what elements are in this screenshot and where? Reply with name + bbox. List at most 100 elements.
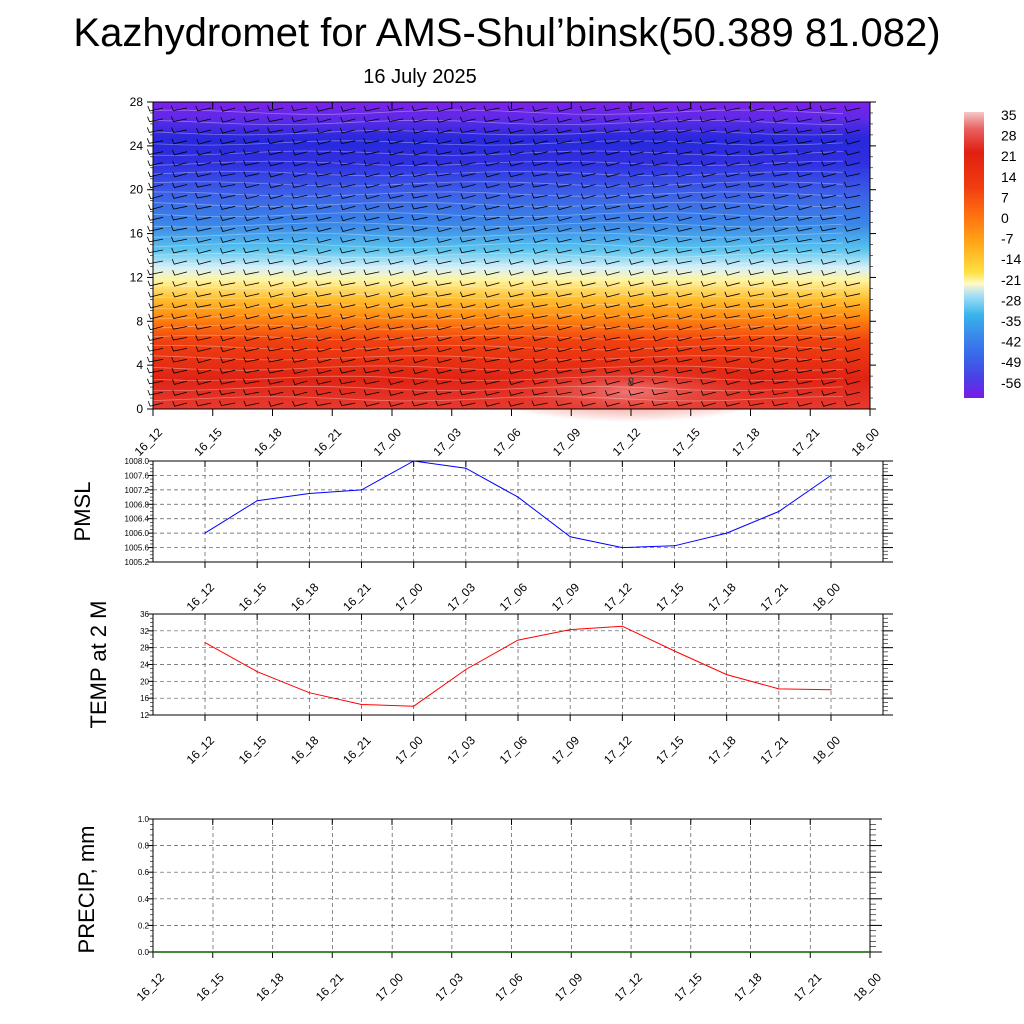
wind-barb [820, 313, 837, 319]
wind-barb [267, 367, 284, 374]
wind-barb [387, 247, 404, 254]
y-tick-label: 0 [136, 402, 143, 416]
wind-barb [675, 127, 692, 134]
wind-barb [172, 182, 188, 189]
contour-line [152, 396, 844, 402]
wind-barb [171, 324, 188, 330]
wind-barb [556, 346, 572, 353]
wind-barb [699, 247, 716, 254]
colorbar-label: -14 [1001, 251, 1021, 267]
x-tick-label: 17_03 [444, 580, 478, 614]
wind-barb [507, 116, 524, 123]
wind-barb [459, 236, 476, 243]
wind-barb [484, 291, 500, 298]
contour-line [152, 222, 844, 228]
wind-barb [652, 237, 668, 243]
wind-barb [508, 270, 524, 276]
wind-barb [459, 389, 476, 396]
wind-barb [483, 247, 500, 254]
wind-barb [748, 379, 764, 385]
wind-barb [795, 236, 812, 243]
wind-barb [699, 105, 716, 112]
wind-barb [243, 127, 260, 134]
wind-barb [820, 182, 837, 189]
wind-barb [363, 258, 380, 265]
y-tick-label: 1005.2 [125, 558, 150, 567]
wind-barb [508, 400, 524, 407]
x-tick-label: 16_21 [340, 733, 374, 767]
wind-barb [267, 236, 284, 243]
wind-barb [820, 258, 837, 265]
wind-barb [556, 335, 572, 342]
series-point [256, 671, 258, 673]
wind-barb [627, 203, 644, 210]
wind-barb [819, 225, 837, 232]
wind-barb [170, 334, 188, 341]
wind-barb [435, 291, 452, 297]
wind-barb [436, 226, 452, 232]
wind-barb [146, 247, 164, 254]
wind-barb [772, 313, 788, 320]
x-tick-label: 17_12 [601, 733, 635, 767]
wind-barb [507, 334, 524, 341]
wind-barb [484, 313, 500, 320]
y-tick-label: 0.6 [138, 868, 150, 877]
contour-line [152, 344, 844, 351]
wind-barb [772, 127, 788, 134]
wind-barb [604, 138, 620, 145]
wind-barb [603, 105, 620, 112]
wind-barb [845, 237, 861, 243]
wind-barb [436, 248, 452, 254]
series-point [204, 532, 206, 534]
wind-barb [580, 215, 596, 221]
x-tick-label: 16_18 [253, 970, 287, 1004]
x-tick-label: 16_21 [340, 580, 374, 614]
wind-barb [676, 106, 692, 112]
wind-barb [700, 280, 716, 287]
wind-barb [244, 313, 260, 320]
wind-barb [747, 291, 764, 297]
wind-barb [412, 259, 428, 265]
wind-barb [748, 335, 764, 342]
wind-barb [459, 116, 476, 123]
page-title: Kazhydromet for AMS-Shul’binsk(50.389 81… [73, 11, 941, 55]
wind-barb [291, 192, 308, 199]
wind-barb [195, 105, 212, 112]
wind-barb [845, 138, 861, 145]
wind-barb [652, 258, 668, 265]
colorbar-label: 14 [1001, 169, 1017, 185]
wind-barb [412, 116, 428, 123]
wind-barb [243, 171, 260, 177]
wind-barb [628, 226, 644, 232]
wind-barb [604, 379, 620, 385]
wind-barb [147, 389, 164, 396]
wind-barb [483, 258, 500, 265]
wind-barb [267, 214, 284, 221]
wind-barb [676, 116, 692, 123]
wind-barb [675, 138, 692, 144]
wind-barb [699, 367, 716, 374]
wind-barb [411, 182, 428, 188]
wind-barb [363, 236, 380, 243]
wind-barb [628, 346, 644, 352]
wind-barb [797, 204, 813, 211]
wind-barb [604, 171, 620, 178]
wind-barb [339, 171, 356, 177]
wind-barb [267, 356, 284, 363]
contour-line [152, 160, 844, 167]
wind-barb [483, 116, 500, 122]
page-subtitle: 16 July 2025 [363, 66, 477, 88]
wind-barb [268, 171, 284, 178]
wind-barb [244, 106, 260, 112]
wind-barb [315, 269, 332, 276]
wind-barb [147, 400, 164, 407]
x-tick-label: 17_21 [791, 970, 825, 1004]
wind-barb [148, 182, 164, 189]
wind-barb [483, 127, 500, 133]
wind-barb [195, 171, 212, 177]
wind-barb [507, 203, 524, 210]
wind-barb [172, 390, 188, 396]
wind-barb [363, 160, 380, 166]
wind-barb [653, 335, 668, 342]
wind-barb [747, 302, 764, 308]
